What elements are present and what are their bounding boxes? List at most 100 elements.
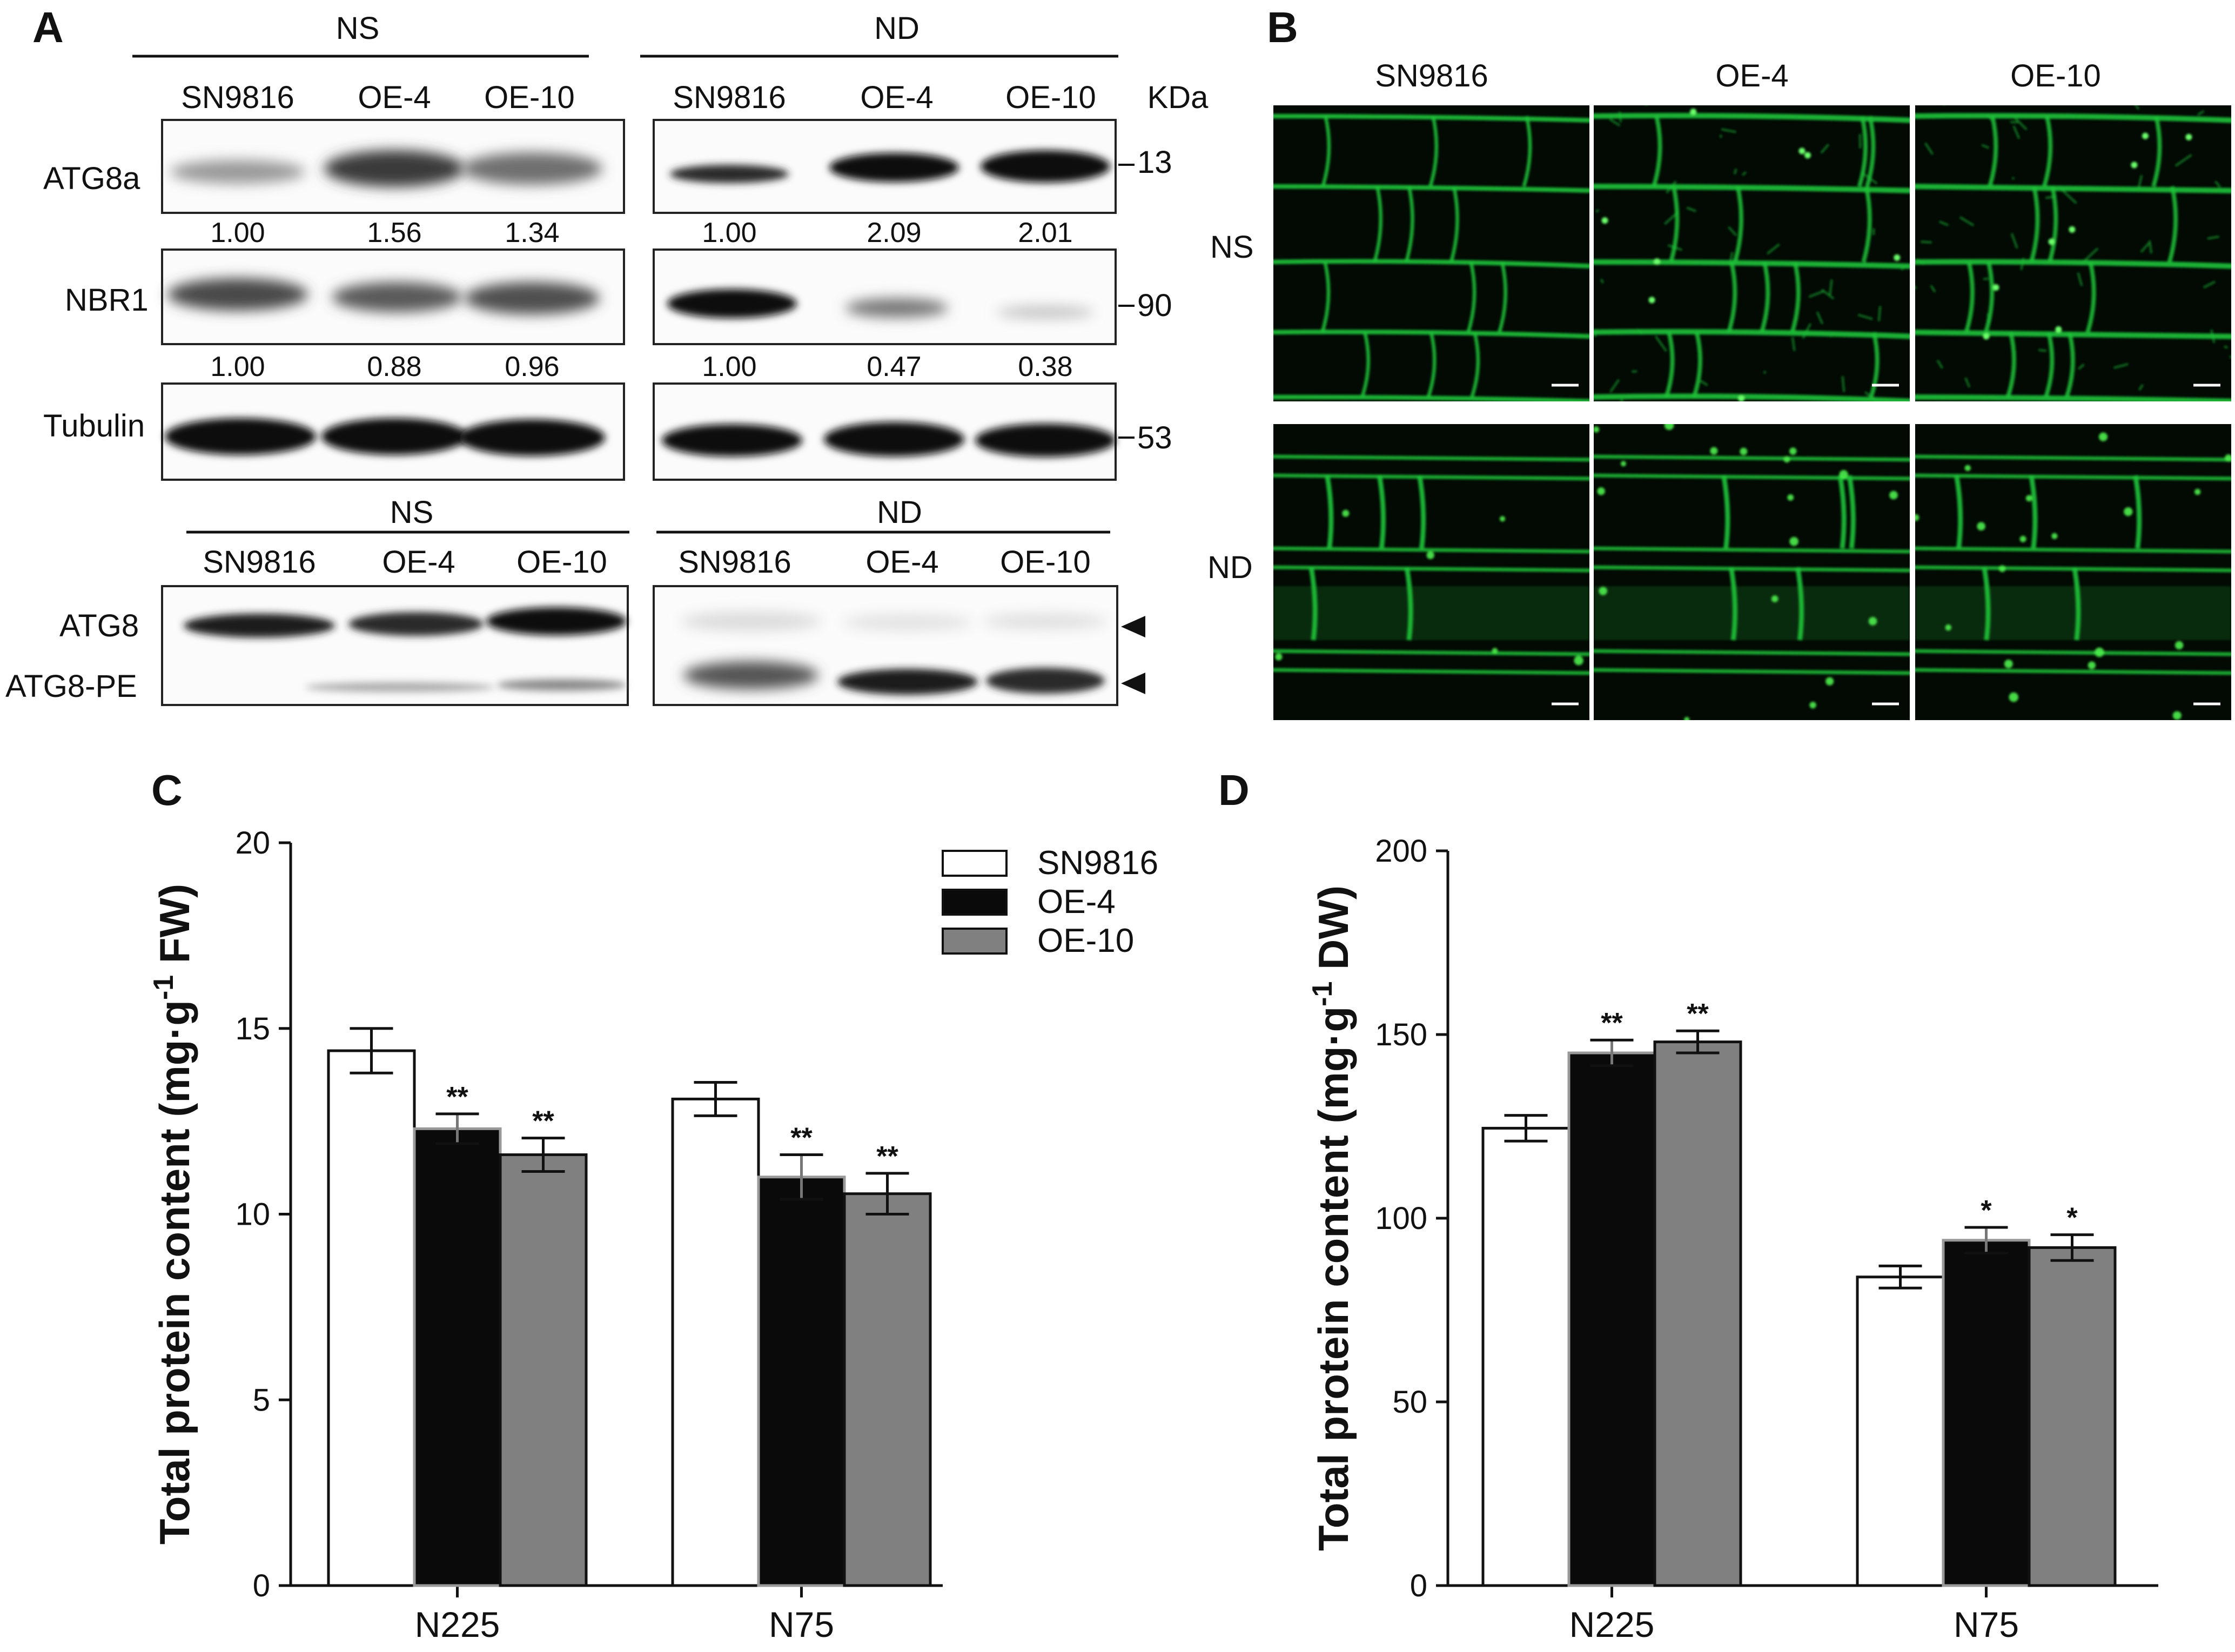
y-tick-label: 10 [235, 1197, 270, 1232]
micrograph-tile [1273, 105, 1589, 401]
blot-atg8-nd [653, 585, 1118, 706]
lane-label: OE-4 [358, 80, 431, 115]
lane-label: OE-4 [382, 545, 455, 580]
kda-marker: 13 [1137, 145, 1172, 180]
blot-nbr1-ns [161, 249, 625, 345]
y-tick-label: 100 [1375, 1201, 1427, 1236]
quant-value: 1.00 [702, 217, 756, 249]
bar [757, 1176, 846, 1587]
group-label-nd: ND [874, 11, 919, 46]
y-tick-label: 0 [253, 1568, 270, 1603]
bar [327, 1049, 416, 1587]
group-label-ns: NS [336, 11, 380, 46]
lane-label: SN9816 [203, 545, 316, 580]
quant-value: 1.00 [210, 351, 265, 382]
micrograph-tile [1915, 424, 2231, 720]
bar [413, 1127, 502, 1587]
lane-label: SN9816 [181, 80, 294, 115]
x-tick-label: N75 [769, 1604, 834, 1644]
micro-col-label: OE-10 [2010, 58, 2101, 93]
bar [1481, 1126, 1570, 1587]
lane-headers-nd: SN9816 OE-4 OE-10 [673, 80, 1096, 115]
legend-label: OE-4 [1037, 883, 1116, 921]
y-axis-title: Total protein content (mg·g-1 DW) [1307, 885, 1357, 1551]
y-axis-title: Total protein content (mg·g-1 FW) [148, 884, 198, 1544]
quant-atg8a: 1.00 1.56 1.34 1.00 2.09 2.01 [210, 217, 1072, 249]
x-tick-label: N225 [415, 1604, 500, 1644]
lane-label: OE-10 [1000, 545, 1091, 580]
quant-value: 0.38 [1018, 351, 1072, 382]
lane-headers-ns: SN9816 OE-4 OE-10 [181, 80, 575, 115]
row-label-atg8-pe: ATG8-PE [5, 669, 137, 704]
blot-atg8-ns [161, 585, 629, 706]
panel-letter-d: D [1218, 766, 1250, 814]
lane-headers-nd-bottom: SN9816 OE-4 OE-10 [678, 545, 1091, 580]
panel-letter-c: C [151, 766, 183, 814]
row-label-nbr1: NBR1 [65, 283, 149, 318]
blot-tubulin-ns [161, 382, 625, 481]
bar [499, 1153, 588, 1587]
legend-label: OE-10 [1037, 922, 1134, 959]
significance-label: * [1981, 1195, 1992, 1226]
significance-label: ** [876, 1141, 898, 1172]
lane-label: OE-10 [484, 80, 575, 115]
legend-swatch-sn9816 [942, 850, 1008, 877]
quant-value: 1.00 [702, 351, 756, 382]
blot-nbr1-nd [653, 249, 1117, 345]
quant-value: 2.01 [1018, 217, 1072, 249]
row-label-tubulin: Tubulin [43, 408, 145, 444]
legend-swatch-oe-4 [942, 889, 1008, 916]
bar [671, 1097, 760, 1587]
quant-value: 0.47 [867, 351, 921, 382]
x-tick-label: N75 [1954, 1604, 2019, 1644]
panel-letter-a: A [32, 3, 64, 51]
kda-marker: 90 [1137, 288, 1172, 323]
quant-value: 1.34 [505, 217, 559, 249]
y-tick-label: 200 [1375, 834, 1427, 869]
micrograph-tile [1594, 105, 1910, 401]
kda-marker: 53 [1137, 420, 1172, 455]
bar [1567, 1051, 1656, 1587]
quant-value: 1.56 [367, 217, 421, 249]
micrograph-grid [1273, 105, 2231, 720]
significance-label: * [2066, 1203, 2078, 1234]
significance-label: ** [1687, 998, 1709, 1030]
micro-col-label: OE-4 [1715, 58, 1788, 93]
bar [1653, 1040, 1742, 1587]
kda-header: KDa [1147, 80, 1209, 115]
lane-label: OE-10 [1005, 80, 1096, 115]
arrowhead-atg8-pe-icon [1121, 673, 1145, 694]
legend: SN9816 OE-4 OE-10 [942, 844, 1158, 959]
quant-value: 1.00 [210, 217, 265, 249]
group-label-nd-bottom: ND [877, 495, 922, 530]
lane-label: SN9816 [673, 80, 786, 115]
micrograph-tile [1594, 424, 1910, 720]
micro-col-labels: SN9816 OE-4 OE-10 [1375, 58, 2101, 93]
lane-headers-ns-bottom: SN9816 OE-4 OE-10 [203, 545, 607, 580]
significance-label: ** [790, 1123, 813, 1154]
micrograph-tile [1273, 424, 1589, 720]
y-tick-label: 5 [253, 1382, 270, 1418]
chart-c: 0 5 10 15 20 N225 ** ** N75 ** ** Total protein con… [148, 825, 943, 1644]
lane-label: OE-4 [865, 545, 938, 580]
micro-row-label-nd: ND [1207, 550, 1253, 585]
y-tick-label: 15 [235, 1011, 270, 1046]
row-label-atg8a: ATG8a [43, 161, 140, 196]
bar [2028, 1246, 2117, 1587]
y-tick-label: 20 [235, 825, 270, 861]
quant-value: 0.88 [367, 351, 421, 382]
quant-value: 0.96 [505, 351, 559, 382]
legend-swatch-oe-10 [942, 928, 1008, 955]
micrograph-tile [1915, 105, 2231, 401]
y-tick-label: 150 [1375, 1017, 1427, 1052]
arrowhead-atg8-icon [1121, 616, 1145, 637]
y-tick-label: 0 [1410, 1568, 1427, 1603]
legend-label: SN9816 [1037, 844, 1158, 882]
x-tick-label: N225 [1569, 1604, 1655, 1644]
bar [1942, 1239, 2031, 1587]
significance-label: ** [446, 1082, 468, 1113]
lane-label: OE-10 [516, 545, 607, 580]
bar [1856, 1275, 1945, 1587]
